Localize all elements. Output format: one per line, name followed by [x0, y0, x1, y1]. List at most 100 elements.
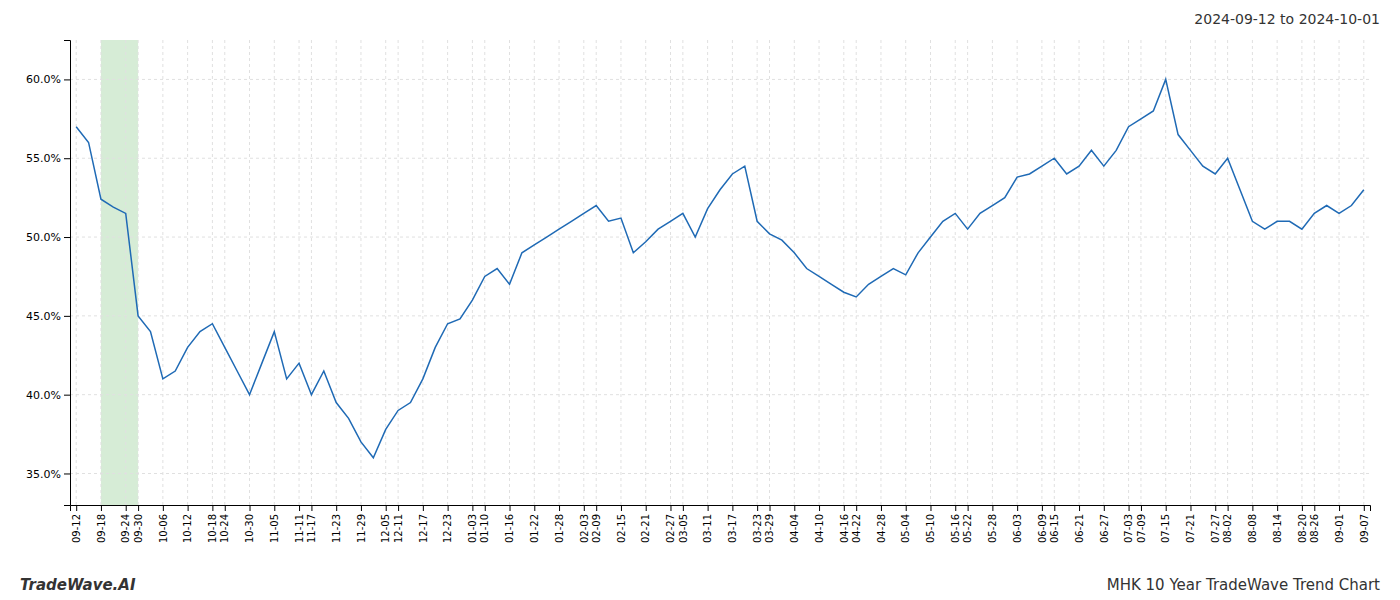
x-tick-mark — [299, 505, 300, 511]
x-tick-label: 04-04 — [789, 514, 800, 543]
x-tick: 09-12 — [71, 505, 82, 543]
x-tick-label: 08-20 — [1297, 514, 1308, 543]
x-tick-mark — [757, 505, 758, 511]
x-tick-label: 11-17 — [306, 514, 317, 543]
x-tick-label: 11-05 — [269, 514, 280, 543]
footer-right: MHK 10 Year TradeWave Trend Chart — [1107, 576, 1380, 594]
x-tick: 02-09 — [591, 505, 602, 543]
x-tick: 09-24 — [120, 505, 131, 543]
x-tick-label: 09-30 — [133, 514, 144, 543]
x-tick-label: 03-17 — [727, 514, 738, 543]
x-tick: 10-18 — [207, 505, 218, 543]
y-tick-label: 60.0% — [26, 73, 61, 86]
grid-line-x — [1363, 40, 1364, 505]
y-tick-label: 35.0% — [26, 467, 61, 480]
x-tick-mark — [955, 505, 956, 511]
y-tick: 60.0% — [26, 73, 70, 86]
grid-line-x — [1301, 40, 1302, 505]
x-tick-label: 05-04 — [900, 514, 911, 543]
x-tick-label: 06-27 — [1099, 514, 1110, 543]
x-tick: 12-23 — [442, 505, 453, 543]
grid-line-x — [162, 40, 163, 505]
x-tick: 05-22 — [962, 505, 973, 543]
x-tick-label: 04-10 — [814, 514, 825, 543]
x-tick-label: 07-21 — [1185, 514, 1196, 543]
grid-line-x — [1227, 40, 1228, 505]
grid-line-x — [670, 40, 671, 505]
x-tick-mark — [1141, 505, 1142, 511]
plot: 35.0%40.0%45.0%50.0%55.0%60.0%09-1209-18… — [26, 40, 1370, 543]
grid-line-x — [880, 40, 881, 505]
x-tick-mark — [968, 505, 969, 511]
grid-line-x — [138, 40, 139, 505]
y-axis: 35.0%40.0%45.0%50.0%55.0%60.0% — [26, 41, 70, 506]
x-tick-mark — [683, 505, 684, 511]
grid-line-x — [274, 40, 275, 505]
grid-line-x — [360, 40, 361, 505]
x-tick-mark — [646, 505, 647, 511]
x-tick-label: 02-27 — [665, 514, 676, 543]
x-tick-label: 08-02 — [1222, 514, 1233, 543]
x-tick-mark — [212, 505, 213, 511]
x-tick-label: 01-10 — [479, 514, 490, 543]
x-tick: 04-04 — [789, 505, 800, 543]
x-tick-mark — [596, 505, 597, 511]
grid-line-x — [1079, 40, 1080, 505]
x-tick-label: 12-17 — [418, 514, 429, 543]
x-tick-mark — [398, 505, 399, 511]
x-tick: 04-28 — [876, 505, 887, 543]
x-tick: 11-23 — [331, 505, 342, 543]
x-tick-mark — [881, 505, 882, 511]
x-tick-label: 09-18 — [96, 514, 107, 543]
x-axis: 09-1209-1809-2409-3010-0610-1210-1810-24… — [71, 505, 1371, 543]
x-tick-mark — [336, 505, 337, 511]
x-tick-label: 06-15 — [1049, 514, 1060, 543]
x-tick-label: 04-28 — [876, 514, 887, 543]
x-tick-mark — [1339, 505, 1340, 511]
x-tick: 01-16 — [504, 505, 515, 543]
y-tick-label: 40.0% — [26, 389, 61, 402]
x-tick: 02-03 — [579, 505, 590, 543]
grid-line-x — [224, 40, 225, 505]
x-tick: 07-27 — [1210, 505, 1221, 543]
x-tick: 03-17 — [727, 505, 738, 543]
x-tick-label: 11-23 — [331, 514, 342, 543]
grid-line-x — [707, 40, 708, 505]
grid-line-x — [682, 40, 683, 505]
y-tick-mark — [64, 79, 70, 80]
x-tick-mark — [844, 505, 845, 511]
y-tick: 50.0% — [26, 231, 70, 244]
x-tick: 01-22 — [529, 505, 540, 543]
grid-line-x — [1190, 40, 1191, 505]
grid-line-x — [905, 40, 906, 505]
x-tick-mark — [1129, 505, 1130, 511]
grid-line-x — [769, 40, 770, 505]
grid-line-x — [967, 40, 968, 505]
x-tick-mark — [1042, 505, 1043, 511]
x-tick-label: 11-11 — [294, 514, 305, 543]
x-tick-mark — [1252, 505, 1253, 511]
grid-line-x — [930, 40, 931, 505]
x-tick: 06-27 — [1099, 505, 1110, 543]
x-tick-label: 05-28 — [987, 514, 998, 543]
y-tick-label: 50.0% — [26, 231, 61, 244]
x-tick-mark — [311, 505, 312, 511]
x-tick-mark — [856, 505, 857, 511]
x-tick-label: 10-12 — [182, 514, 193, 543]
grid-line-y — [70, 394, 1370, 395]
x-tick-mark — [472, 505, 473, 511]
chart: 35.0%40.0%45.0%50.0%55.0%60.0%09-1209-18… — [0, 0, 1400, 600]
x-tick-label: 08-26 — [1309, 514, 1320, 543]
x-tick-label: 11-29 — [356, 514, 367, 543]
x-tick-mark — [992, 505, 993, 511]
x-tick-mark — [510, 505, 511, 511]
y-tick-mark — [64, 395, 70, 396]
x-tick-mark — [225, 505, 226, 511]
x-tick-label: 03-29 — [764, 514, 775, 543]
grid-line-x — [1041, 40, 1042, 505]
grid-line-x — [856, 40, 857, 505]
x-tick-label: 05-22 — [962, 514, 973, 543]
x-tick-label: 10-18 — [207, 514, 218, 543]
x-tick-mark — [485, 505, 486, 511]
x-tick-mark — [1228, 505, 1229, 511]
